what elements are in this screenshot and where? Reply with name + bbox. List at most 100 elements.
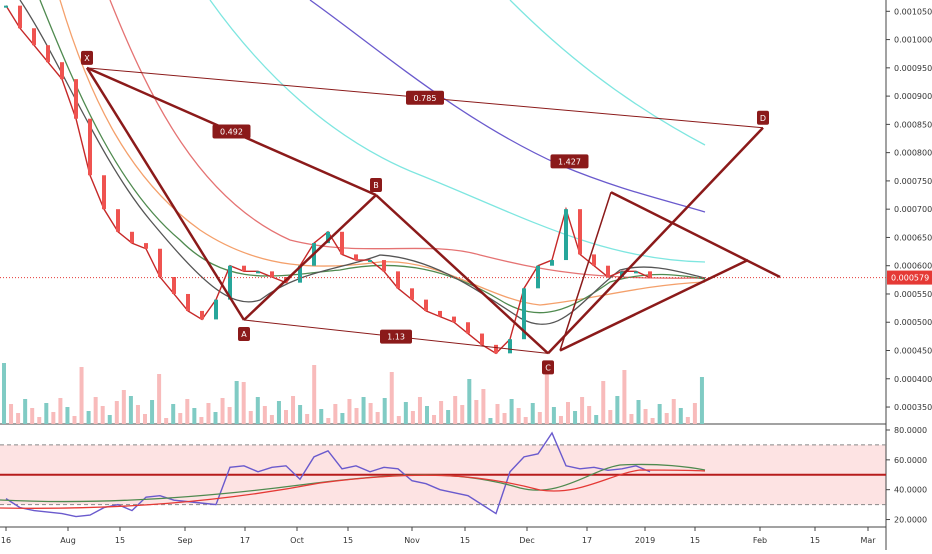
volume-bar <box>213 412 218 424</box>
price-tick-label: 0.000550 <box>894 290 932 299</box>
moving-average-line <box>209 0 706 263</box>
volume-bar <box>650 418 655 424</box>
volume-bar <box>622 370 627 424</box>
price-tick-label: 0.000600 <box>894 262 932 271</box>
volume-bar <box>375 412 380 424</box>
volume-bar <box>291 396 296 424</box>
volume-bar <box>269 415 274 424</box>
time-tick-label: Aug <box>60 536 76 545</box>
candle-body <box>438 310 442 317</box>
volume-bar <box>488 418 493 424</box>
pattern-leg <box>85 67 246 321</box>
volume-bar <box>573 411 578 424</box>
volume-bar <box>276 401 281 424</box>
pattern-point-label: X <box>84 54 90 63</box>
candle-body <box>4 5 8 8</box>
candle-body <box>158 248 162 278</box>
triangle-left <box>559 191 612 351</box>
price-tick-label: 0.000850 <box>894 120 932 129</box>
volume-bar <box>199 417 204 424</box>
candle-body <box>144 243 148 249</box>
price-tick-label: 0.000900 <box>894 92 932 101</box>
volume-bar <box>361 397 366 424</box>
candle-body <box>522 288 526 340</box>
volume-bar <box>453 396 458 424</box>
volume-bar <box>446 410 451 424</box>
candle-body <box>60 62 64 80</box>
candle-body <box>32 28 36 46</box>
candle-body <box>550 260 554 266</box>
candle-body <box>340 231 344 255</box>
volume-bar <box>298 405 303 424</box>
time-tick-label: 17 <box>582 536 592 545</box>
volume-bar <box>439 401 444 424</box>
volume-bar <box>587 406 592 424</box>
volume-bar <box>657 404 662 424</box>
volume-bar <box>551 407 556 424</box>
volume-bar <box>319 409 324 424</box>
price-tick-label: 0.001000 <box>894 36 932 45</box>
candle-body <box>228 265 232 300</box>
volume-bar <box>164 418 169 424</box>
volume-bar <box>171 404 176 424</box>
pattern-leg <box>547 126 764 355</box>
volume-bar <box>206 403 211 424</box>
moving-average-line <box>59 0 706 306</box>
volume-bar <box>643 409 648 424</box>
volume-bar <box>65 407 70 424</box>
candle-body <box>116 209 120 232</box>
price-tick-label: 0.000450 <box>894 347 932 356</box>
volume-bar <box>432 415 437 424</box>
moving-average-line <box>39 0 706 314</box>
time-tick-label: Feb <box>753 536 767 545</box>
candle-body <box>74 79 78 119</box>
volume-bar <box>51 412 56 424</box>
volume-bar <box>410 411 415 424</box>
candle-body <box>536 265 540 289</box>
volume-bar <box>417 397 422 424</box>
pattern-point-label: C <box>545 363 551 372</box>
candle-body <box>592 254 596 266</box>
candle-body <box>298 265 302 283</box>
volume-bar <box>629 414 634 424</box>
candle-body <box>466 322 470 334</box>
candle-body <box>88 118 92 176</box>
moving-average-line <box>19 0 706 325</box>
volume-bar <box>305 414 310 424</box>
rsi-tick-label: 80.0000 <box>894 426 927 435</box>
time-tick-label: 2019 <box>635 536 655 545</box>
time-tick-label: Dec <box>519 536 534 545</box>
volume-bar <box>227 407 232 424</box>
volume-bar <box>460 405 465 424</box>
candle-body <box>326 231 330 244</box>
volume-bar <box>523 417 528 424</box>
volume-bar <box>107 415 112 424</box>
candle-body <box>410 288 414 300</box>
candle-body <box>424 299 428 311</box>
candle-body <box>270 271 274 278</box>
volume-bar <box>178 413 183 424</box>
volume-bar <box>601 381 606 424</box>
volume-bar <box>396 416 401 424</box>
time-tick-label: 16 <box>1 536 11 545</box>
candle-body <box>382 260 386 272</box>
price-tick-label: 0.000350 <box>894 403 932 412</box>
volume-bar <box>185 399 190 424</box>
time-tick-label: 15 <box>810 536 820 545</box>
price-tick-label: 0.001050 <box>894 7 932 16</box>
volume-bar <box>150 400 155 424</box>
moving-average-line <box>309 0 706 213</box>
rsi-line <box>5 431 651 518</box>
volume-bar <box>608 410 613 424</box>
price-tick-label: 0.000800 <box>894 149 932 158</box>
pattern-point-badge <box>542 360 554 375</box>
candle-body <box>102 175 106 210</box>
volume-bar <box>509 399 514 424</box>
volume-bar <box>516 408 521 424</box>
price-tick-label: 0.000650 <box>894 233 932 242</box>
pattern-point-badge <box>370 178 382 193</box>
volume-bar <box>220 398 225 424</box>
volume-bar <box>121 390 126 424</box>
time-tick-label: 15 <box>115 536 125 545</box>
